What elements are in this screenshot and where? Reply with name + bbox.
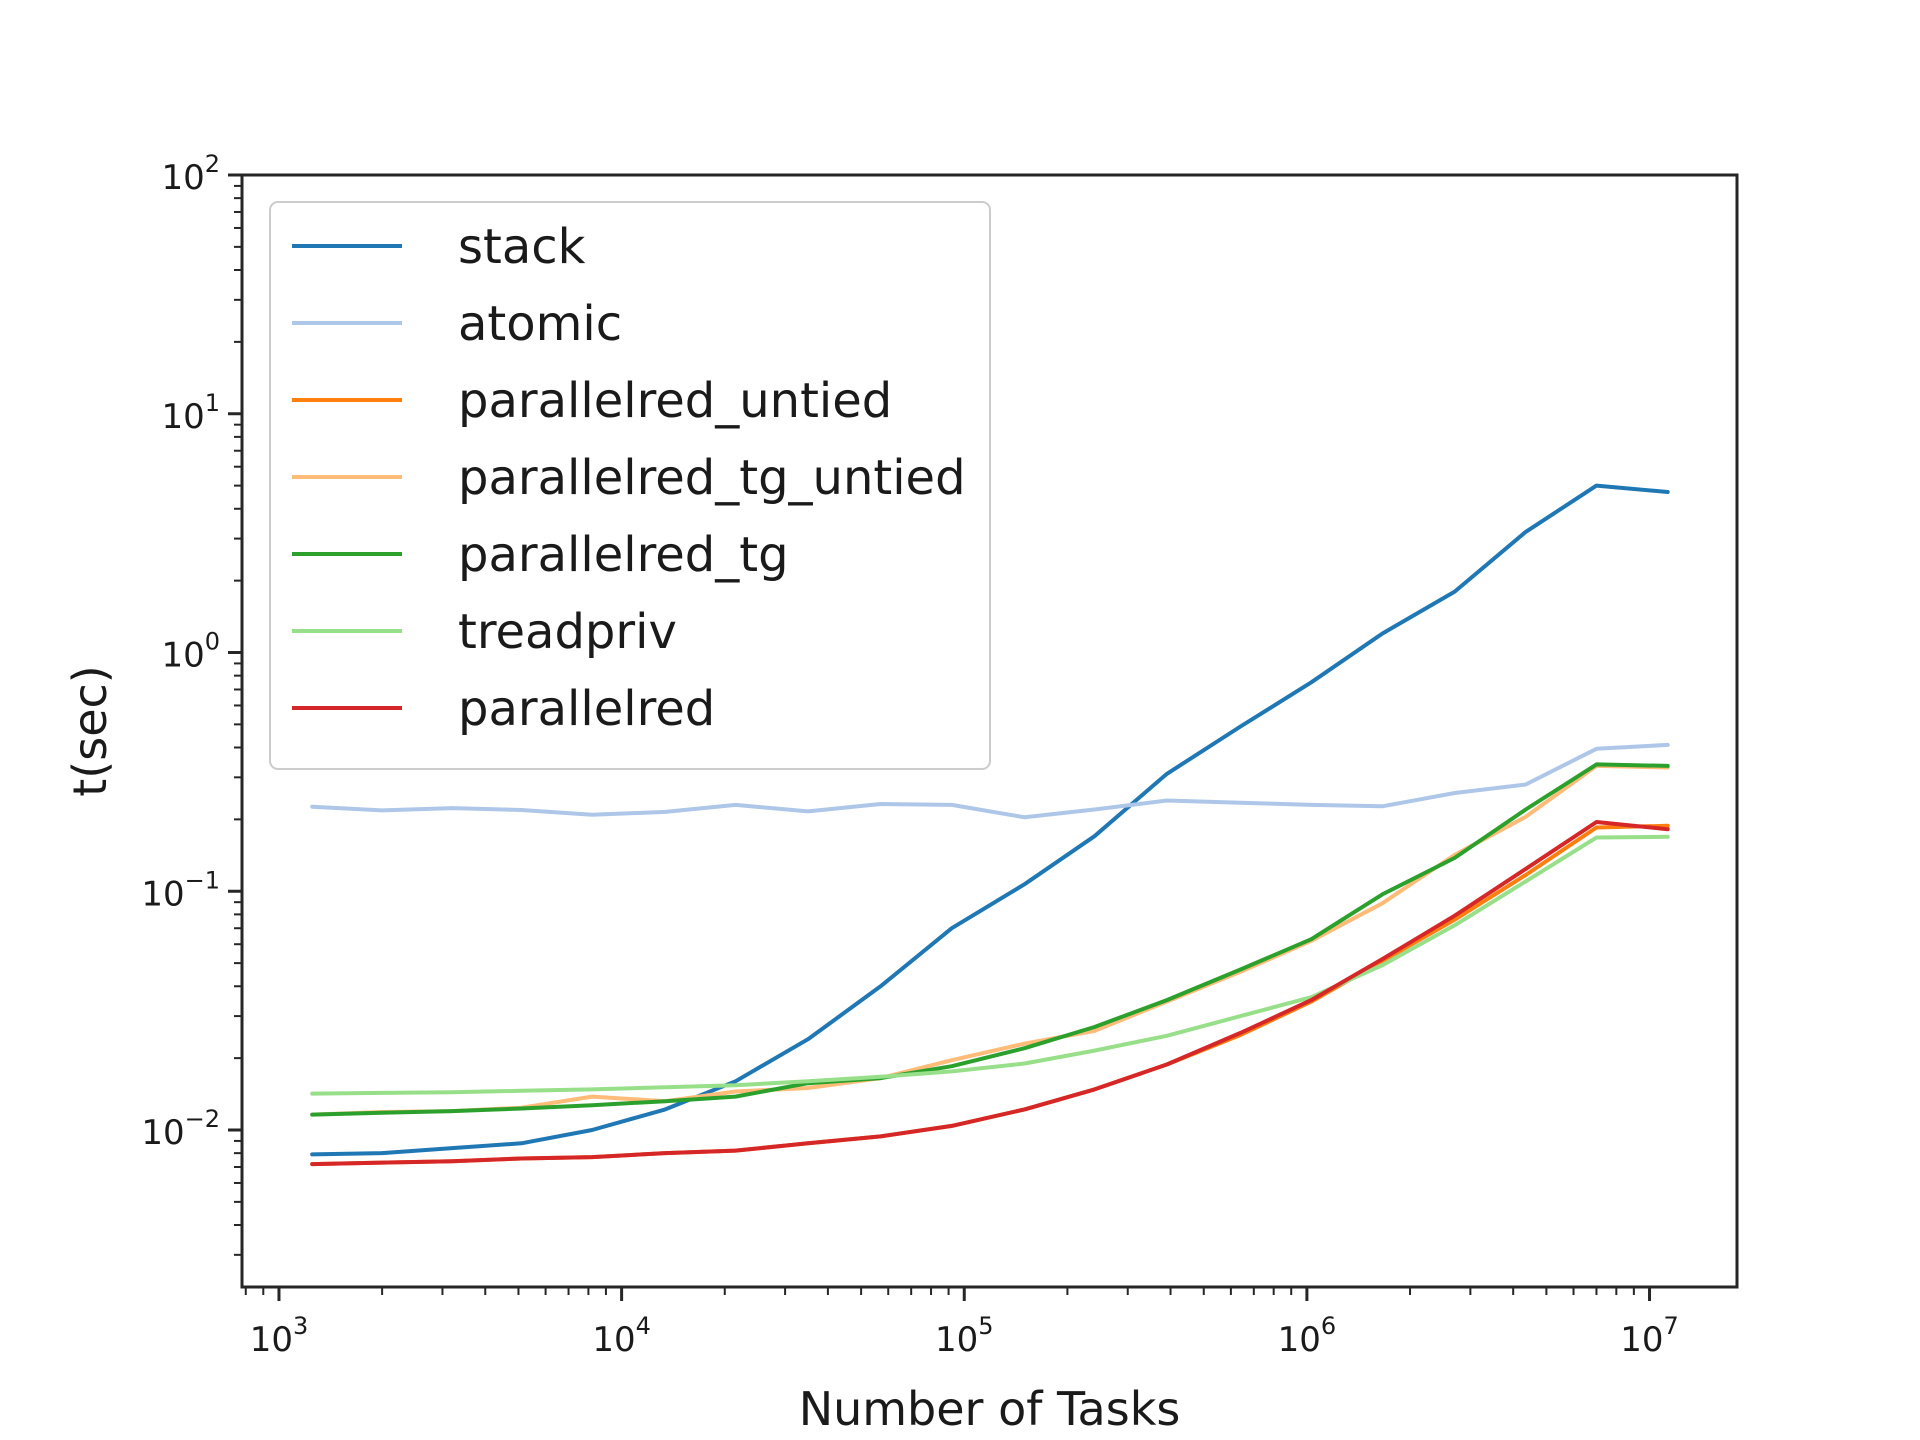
x-axis-label: Number of Tasks xyxy=(799,1382,1181,1436)
series-line-stack xyxy=(310,483,1670,1157)
legend-label-parallelred: parallelred xyxy=(458,681,715,737)
series-line-parallelred xyxy=(310,820,1670,1167)
legend-label-parallelred_tg: parallelred_tg xyxy=(458,527,789,583)
series-layer xyxy=(310,483,1670,1167)
y-tick-label: 101 xyxy=(161,389,220,437)
series-line-atomic xyxy=(310,742,1670,820)
legend: stack atomic parallelred_untied parallelred… xyxy=(269,201,991,770)
y-axis-label: t(sec) xyxy=(63,665,117,797)
legend-box xyxy=(269,201,991,770)
y-tick-label: 100 xyxy=(161,628,220,676)
legend-label-atomic: atomic xyxy=(458,296,622,352)
plot-frame xyxy=(240,173,1739,1289)
x-tick-label: 105 xyxy=(935,1312,994,1360)
series-line-parallelred_tg xyxy=(310,762,1670,1117)
legend-label-treadpriv: treadpriv xyxy=(458,604,677,660)
y-tick-label: 10−1 xyxy=(141,866,220,914)
legend-label-parallelred_tg_untied: parallelred_tg_untied xyxy=(458,450,966,506)
legend-label-stack: stack xyxy=(458,219,586,275)
series-line-treadpriv xyxy=(310,834,1670,1096)
legend-label-parallelred_untied: parallelred_untied xyxy=(458,373,892,429)
